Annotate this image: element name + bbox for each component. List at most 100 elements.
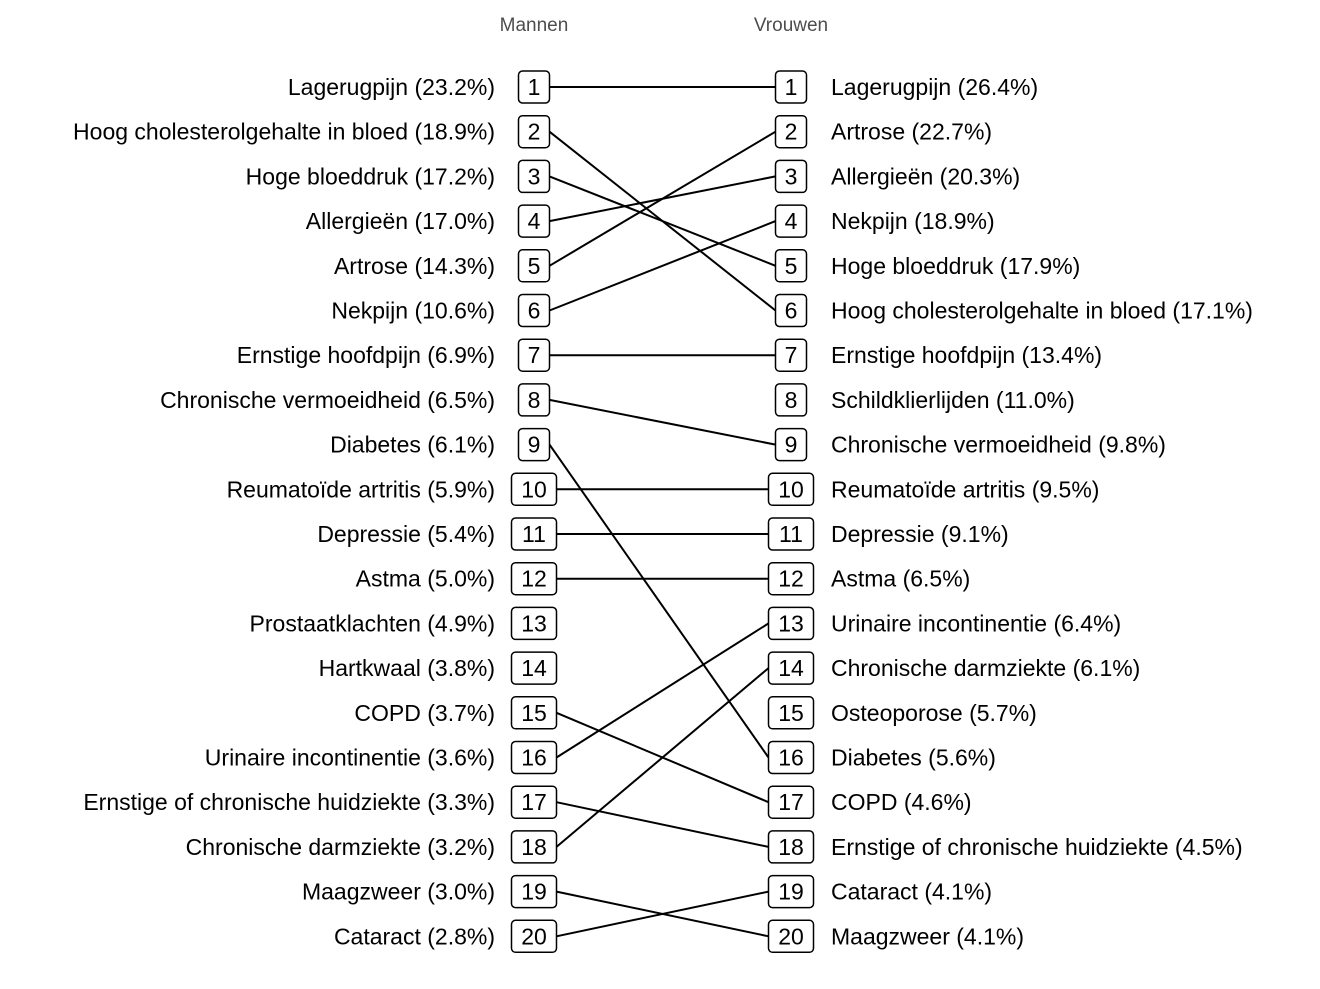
left-row: 14 Hartkwaal (3.8%) — [319, 651, 558, 685]
left-row: 13 Prostaatklachten (4.9%) — [250, 606, 558, 641]
left-condition-label: Prostaatklachten (4.9%) — [250, 610, 495, 636]
left-condition-label: Diabetes (6.1%) — [330, 432, 495, 458]
left-condition-label: Chronische vermoeidheid (6.5%) — [160, 387, 495, 413]
right-row: 14 Chronische darmziekte (6.1%) — [767, 651, 1140, 685]
right-rank-number: 13 — [778, 610, 804, 636]
right-row: 1 Lagerugpijn (26.4%) — [774, 70, 1038, 104]
right-rank-box — [767, 651, 815, 685]
right-rank-number: 19 — [778, 879, 804, 905]
right-row: 3 Allergieën (20.3%) — [774, 159, 1020, 194]
left-condition-label: Nekpijn (10.6%) — [331, 298, 495, 324]
right-rank-box — [774, 204, 808, 238]
right-rank-box — [774, 114, 808, 149]
left-rank-box — [517, 293, 551, 328]
right-rank-box — [774, 293, 808, 328]
right-row: 10 Reumatoïde artritis (9.5%) — [767, 472, 1099, 507]
right-row: 2 Artrose (22.7%) — [774, 114, 992, 149]
right-condition-label: Chronische vermoeidheid (9.8%) — [831, 432, 1166, 458]
left-row: 16 Urinaire incontinentie (3.6%) — [205, 740, 558, 775]
rank-link-17-to-18 — [556, 801, 769, 848]
right-row: 11 Depressie (9.1%) — [767, 517, 1009, 551]
right-rank-box — [774, 427, 808, 462]
left-row: 3 Hoge bloeddruk (17.2%) — [246, 159, 551, 194]
right-condition-label: Chronische darmziekte (6.1%) — [831, 655, 1140, 681]
left-condition-label: Hoog cholesterolgehalte in bloed (18.9%) — [73, 119, 495, 145]
right-rank-box — [767, 696, 815, 730]
right-row: 7 Ernstige hoofdpijn (13.4%) — [774, 338, 1102, 372]
left-rank-number: 1 — [528, 74, 541, 100]
left-rank-box — [517, 427, 551, 462]
left-rank-box — [510, 696, 558, 730]
left-condition-label: Allergieën (17.0%) — [306, 208, 495, 234]
right-rank-box — [767, 785, 815, 819]
right-rank-box — [767, 874, 815, 909]
left-rank-number: 3 — [528, 163, 541, 189]
left-condition-label: Maagzweer (3.0%) — [302, 879, 495, 905]
rank-link-5-to-2 — [548, 130, 777, 267]
left-column: 1 Lagerugpijn (23.2%) 2 Hoog cholesterolgeh… — [73, 70, 558, 954]
left-rank-box — [510, 517, 558, 551]
right-rank-number: 9 — [785, 432, 798, 458]
left-rank-number: 5 — [528, 253, 541, 279]
left-condition-label: Chronische darmziekte (3.2%) — [186, 834, 495, 860]
left-condition-label: Hartkwaal (3.8%) — [319, 655, 495, 681]
right-condition-label: Nekpijn (18.9%) — [831, 208, 995, 234]
left-condition-label: Reumatoïde artritis (5.9%) — [227, 476, 495, 502]
right-rank-box — [774, 383, 808, 417]
left-condition-label: Ernstige of chronische huidziekte (3.3%) — [83, 789, 495, 815]
right-rank-box — [774, 338, 808, 372]
left-rank-box — [517, 383, 551, 417]
right-condition-label: Maagzweer (4.1%) — [831, 923, 1024, 949]
rank-link-6-to-4 — [549, 220, 776, 312]
left-rank-box — [510, 472, 558, 507]
right-rank-number: 15 — [778, 700, 804, 726]
right-rank-number: 11 — [779, 521, 803, 547]
right-rank-number: 17 — [778, 789, 804, 815]
left-row: 15 COPD (3.7%) — [354, 696, 558, 730]
right-condition-label: Hoge bloeddruk (17.9%) — [831, 253, 1080, 279]
left-row: 10 Reumatoïde artritis (5.9%) — [227, 472, 558, 507]
right-rank-box — [767, 740, 815, 775]
right-rank-number: 3 — [785, 163, 798, 189]
left-condition-label: Lagerugpijn (23.2%) — [288, 74, 495, 100]
right-row: 16 Diabetes (5.6%) — [767, 740, 996, 775]
left-rank-number: 7 — [528, 342, 541, 368]
left-condition-label: Cataract (2.8%) — [334, 923, 495, 949]
left-row: 18 Chronische darmziekte (3.2%) — [186, 830, 558, 864]
right-condition-label: Astma (6.5%) — [831, 566, 970, 592]
left-rank-number: 2 — [528, 119, 541, 145]
left-rank-number: 13 — [521, 610, 547, 636]
left-rank-number: 16 — [521, 745, 547, 771]
left-row: 8 Chronische vermoeidheid (6.5%) — [160, 383, 551, 417]
right-row: 6 Hoog cholesterolgehalte in bloed (17.1%… — [774, 293, 1253, 328]
right-condition-label: Ernstige hoofdpijn (13.4%) — [831, 342, 1102, 368]
left-rank-box — [517, 114, 551, 149]
left-rank-number: 6 — [528, 298, 541, 324]
right-condition-label: Allergieën (20.3%) — [831, 163, 1020, 189]
right-rank-box — [767, 830, 815, 864]
right-rank-number: 4 — [785, 208, 798, 234]
right-condition-label: Cataract (4.1%) — [831, 879, 992, 905]
rank-links — [548, 86, 777, 938]
left-rank-box — [510, 606, 558, 641]
left-rank-number: 9 — [528, 432, 541, 458]
left-condition-label: COPD (3.7%) — [354, 700, 495, 726]
left-rank-box — [510, 561, 558, 596]
left-condition-label: Astma (5.0%) — [356, 566, 495, 592]
right-rank-box — [767, 517, 815, 551]
left-row: 5 Artrose (14.3%) — [334, 249, 551, 283]
right-rank-number: 10 — [778, 476, 804, 502]
right-row: 13 Urinaire incontinentie (6.4%) — [767, 606, 1121, 641]
right-row: 4 Nekpijn (18.9%) — [774, 204, 995, 238]
rank-link-20-to-19 — [556, 890, 769, 938]
right-rank-number: 16 — [778, 745, 804, 771]
right-rank-number: 12 — [778, 566, 804, 592]
left-rank-number: 8 — [528, 387, 541, 413]
left-rank-box — [510, 919, 558, 954]
left-rank-box — [510, 740, 558, 775]
left-condition-label: Ernstige hoofdpijn (6.9%) — [237, 342, 495, 368]
left-rank-box — [510, 651, 558, 685]
left-rank-box — [517, 70, 551, 104]
right-rank-box — [774, 70, 808, 104]
right-condition-label: Ernstige of chronische huidziekte (4.5%) — [831, 834, 1243, 860]
